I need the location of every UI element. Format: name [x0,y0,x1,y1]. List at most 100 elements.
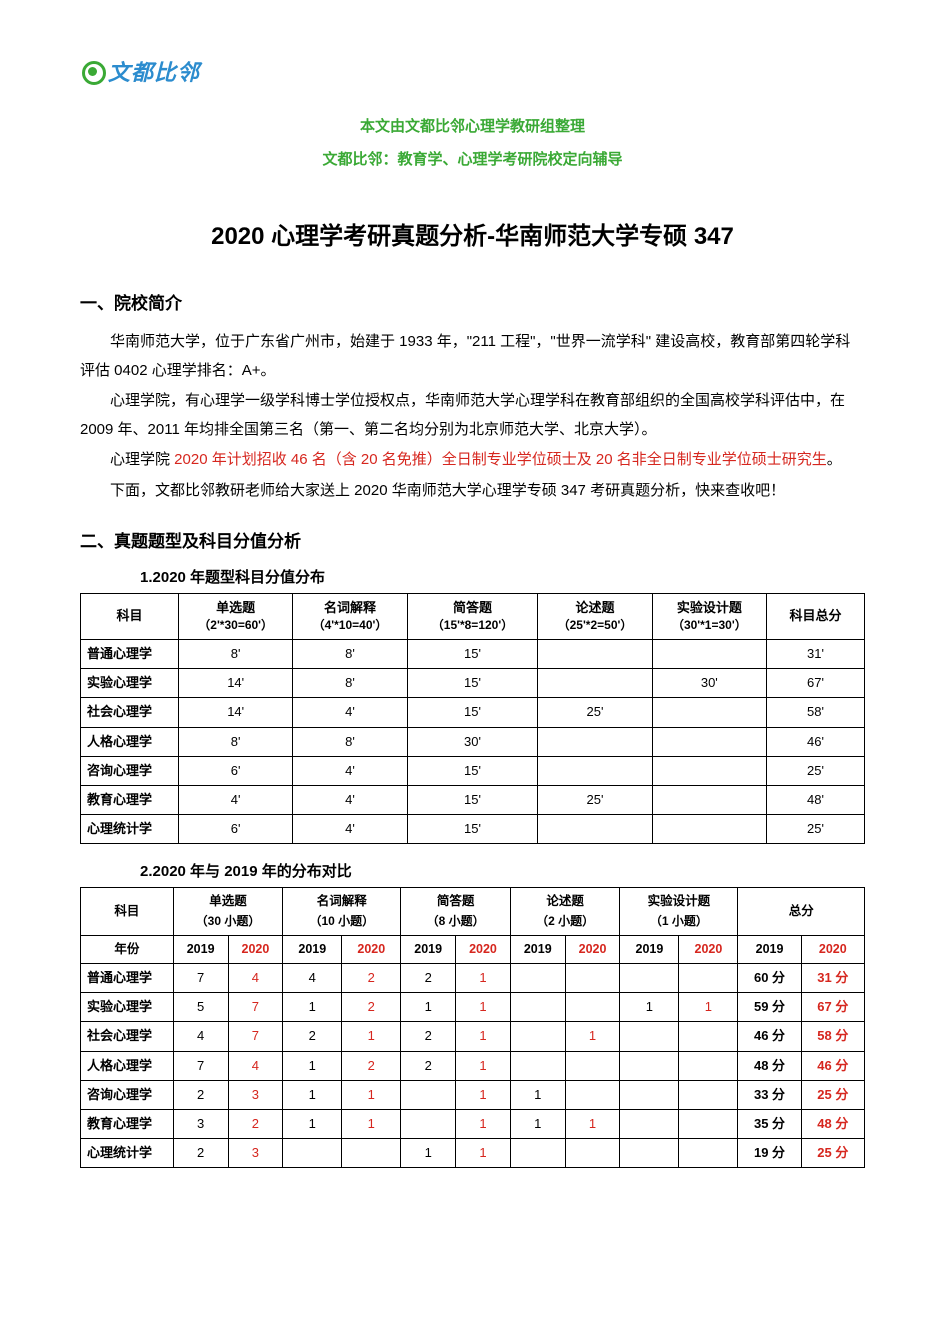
table-cell: 1 [401,1139,456,1168]
table2-group-header: 实验设计题（1 小题） [620,888,738,935]
table-row: 人格心理学8'8'30'46' [81,727,865,756]
table-cell: 46 分 [738,1022,801,1051]
table-cell: 1 [342,1022,401,1051]
table-cell: 心理统计学 [81,815,179,844]
table-cell: 1 [456,964,511,993]
table-cell: 8' [293,669,407,698]
table2-subject-cell: 教育心理学 [81,1110,174,1139]
table-cell: 1 [283,1080,342,1109]
table-cell: 7 [228,993,283,1022]
table-1-wrap: 科目单选题（2'*30=60'）名词解释（4'*10=40'）简答题（15'*8… [80,593,865,844]
table-cell [401,1110,456,1139]
table2-year-header: 2019 [510,935,565,964]
table-cell: 46' [766,727,864,756]
table-cell: 4' [293,815,407,844]
table-cell: 1 [565,1110,620,1139]
table-cell: 8' [179,727,293,756]
table2-year-header: 2020 [565,935,620,964]
section-1-heading: 一、院校简介 [80,289,865,314]
table-cell: 8' [179,639,293,668]
table-cell: 31' [766,639,864,668]
table-cell [510,1022,565,1051]
table-cell: 25' [766,815,864,844]
section-2-heading: 二、真题题型及科目分值分析 [80,527,865,552]
table-cell: 6' [179,756,293,785]
table2-year-header: 2020 [228,935,283,964]
table-cell [679,1022,738,1051]
table1-header: 单选题（2'*30=60'） [179,594,293,640]
table-row: 咨询心理学23111133 分25 分 [81,1080,865,1109]
table-cell: 59 分 [738,993,801,1022]
table-cell: 3 [173,1110,228,1139]
table-cell: 7 [173,964,228,993]
table-cell [283,1139,342,1168]
table2-subject-cell: 普通心理学 [81,964,174,993]
table-cell: 1 [510,1110,565,1139]
table-cell [565,1080,620,1109]
table-cell: 4 [173,1022,228,1051]
table2-group-header: 总分 [738,888,865,935]
table-row: 实验心理学5712111159 分67 分 [81,993,865,1022]
table-cell [401,1080,456,1109]
brand-logo: 文都比邻 [82,55,200,87]
credit-block: 本文由文都比邻心理学教研组整理 文都比邻：教育学、心理学考研院校定向辅导 [80,110,865,176]
table-cell: 2 [173,1080,228,1109]
table2-group-header: 简答题（8 小题） [401,888,511,935]
credit-line-1: 本文由文都比邻心理学教研组整理 [80,110,865,143]
table-cell: 咨询心理学 [81,756,179,785]
table-cell: 1 [283,1051,342,1080]
table-cell: 48' [766,785,864,814]
table-cell: 48 分 [801,1110,864,1139]
table1-header: 论述题（25'*2=50'） [538,594,652,640]
paragraph-4: 下面，文都比邻教研老师给大家送上 2020 华南师范大学心理学专硕 347 考研… [80,477,865,506]
table2-year-label: 年份 [81,935,174,964]
table-cell: 1 [456,1139,511,1168]
table-cell [565,1051,620,1080]
year-comparison-table: 科目单选题（30 小题）名词解释（10 小题）简答题（8 小题）论述题（2 小题… [80,887,865,1168]
table-cell: 1 [456,1022,511,1051]
table-cell: 2 [342,964,401,993]
credit-line-2: 文都比邻：教育学、心理学考研院校定向辅导 [80,143,865,176]
table-cell: 2 [342,1051,401,1080]
table-cell [620,1139,679,1168]
table2-year-header: 2019 [283,935,342,964]
table2-group-header: 单选题（30 小题） [173,888,283,935]
table-cell [538,639,652,668]
table-cell: 2 [401,964,456,993]
table-cell: 人格心理学 [81,727,179,756]
table-cell [538,727,652,756]
table-cell: 普通心理学 [81,639,179,668]
table-cell: 1 [342,1080,401,1109]
table2-year-header: 2019 [620,935,679,964]
table2-year-header: 2019 [173,935,228,964]
table-cell: 25 分 [801,1139,864,1168]
table-cell: 58' [766,698,864,727]
table-cell: 15' [407,698,538,727]
table-cell: 6' [179,815,293,844]
table-cell: 1 [456,1110,511,1139]
table2-group-header: 论述题（2 小题） [510,888,620,935]
table-cell: 4' [293,756,407,785]
table-cell: 58 分 [801,1022,864,1051]
table-1-title: 1.2020 年题型科目分值分布 [80,566,865,587]
table-cell: 3 [228,1139,283,1168]
table2-subject-cell: 咨询心理学 [81,1080,174,1109]
table-cell: 4 [283,964,342,993]
table-cell: 2 [228,1110,283,1139]
table-cell: 25' [538,785,652,814]
table-cell: 5 [173,993,228,1022]
table2-year-header: 2020 [456,935,511,964]
table-cell: 15' [407,785,538,814]
table-cell [652,698,766,727]
table-cell [620,1110,679,1139]
table2-year-header: 2020 [679,935,738,964]
table-cell [538,756,652,785]
para3-pre: 心理学院 [110,451,174,468]
table-cell [679,964,738,993]
paragraph-3: 心理学院 2020 年计划招收 46 名（含 20 名免推）全日制专业学位硕士及… [80,446,865,475]
table-row: 普通心理学74422160 分31 分 [81,964,865,993]
table-cell [510,1139,565,1168]
table-cell: 4' [179,785,293,814]
table-cell: 8' [293,727,407,756]
table-cell: 1 [401,993,456,1022]
